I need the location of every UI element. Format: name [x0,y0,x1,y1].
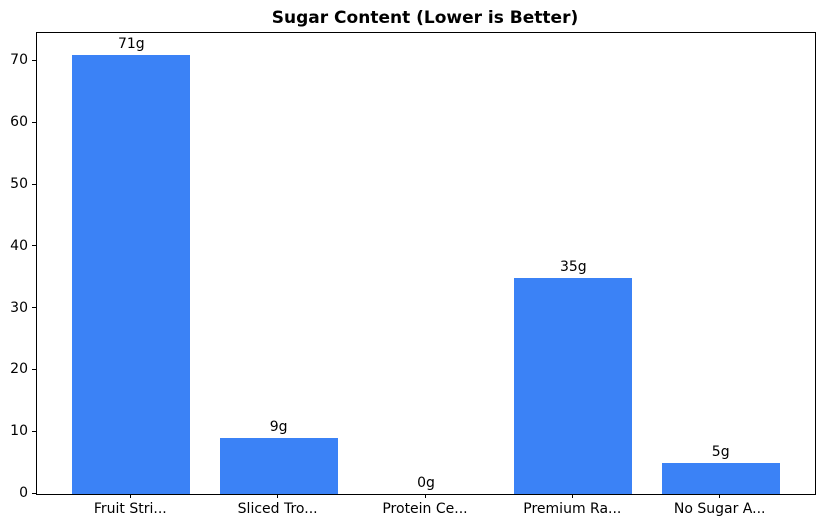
bar [514,277,633,494]
y-tick-mark [32,368,36,370]
y-tick-label: 70 [10,52,28,69]
y-tick-mark [32,245,36,247]
x-tick-label: Premium Ra... [523,501,622,517]
y-tick-label: 20 [10,361,28,378]
y-tick-mark [32,430,36,432]
y-tick-label: 40 [10,237,28,254]
x-tick-label: Sliced Tro... [237,501,318,517]
y-tick-mark [32,307,36,309]
bar [219,438,338,494]
y-tick-mark [32,492,36,494]
y-tick-mark [32,59,36,61]
x-tick-mark [277,494,279,498]
plot-area: 71g 9g 0g 35g 5g [36,32,816,495]
bar-value-label: 0g [417,475,435,491]
x-tick-label: Protein Ce... [382,501,468,517]
y-tick-mark [32,183,36,185]
x-tick-label: Fruit Stri... [93,501,167,517]
y-tick-label: 60 [10,114,28,131]
x-tick-mark [719,494,721,498]
x-tick-mark [129,494,131,498]
x-tick-mark [571,494,573,498]
bar-value-label: 9g [269,419,288,436]
bar [661,463,780,494]
y-tick-label: 10 [10,423,28,440]
y-tick-mark [32,121,36,123]
x-tick-mark [424,494,426,498]
bar-value-label: 35g [559,258,587,275]
y-tick-label: 0 [19,485,28,501]
y-tick-label: 50 [10,176,28,193]
x-tick-label: No Sugar A... [673,501,766,517]
bar-value-label: 71g [117,36,145,53]
bar [72,55,191,494]
y-tick-label: 30 [10,299,28,316]
bar-value-label: 5g [711,444,730,461]
chart-title: Sugar Content (Lower is Better) [271,8,579,28]
